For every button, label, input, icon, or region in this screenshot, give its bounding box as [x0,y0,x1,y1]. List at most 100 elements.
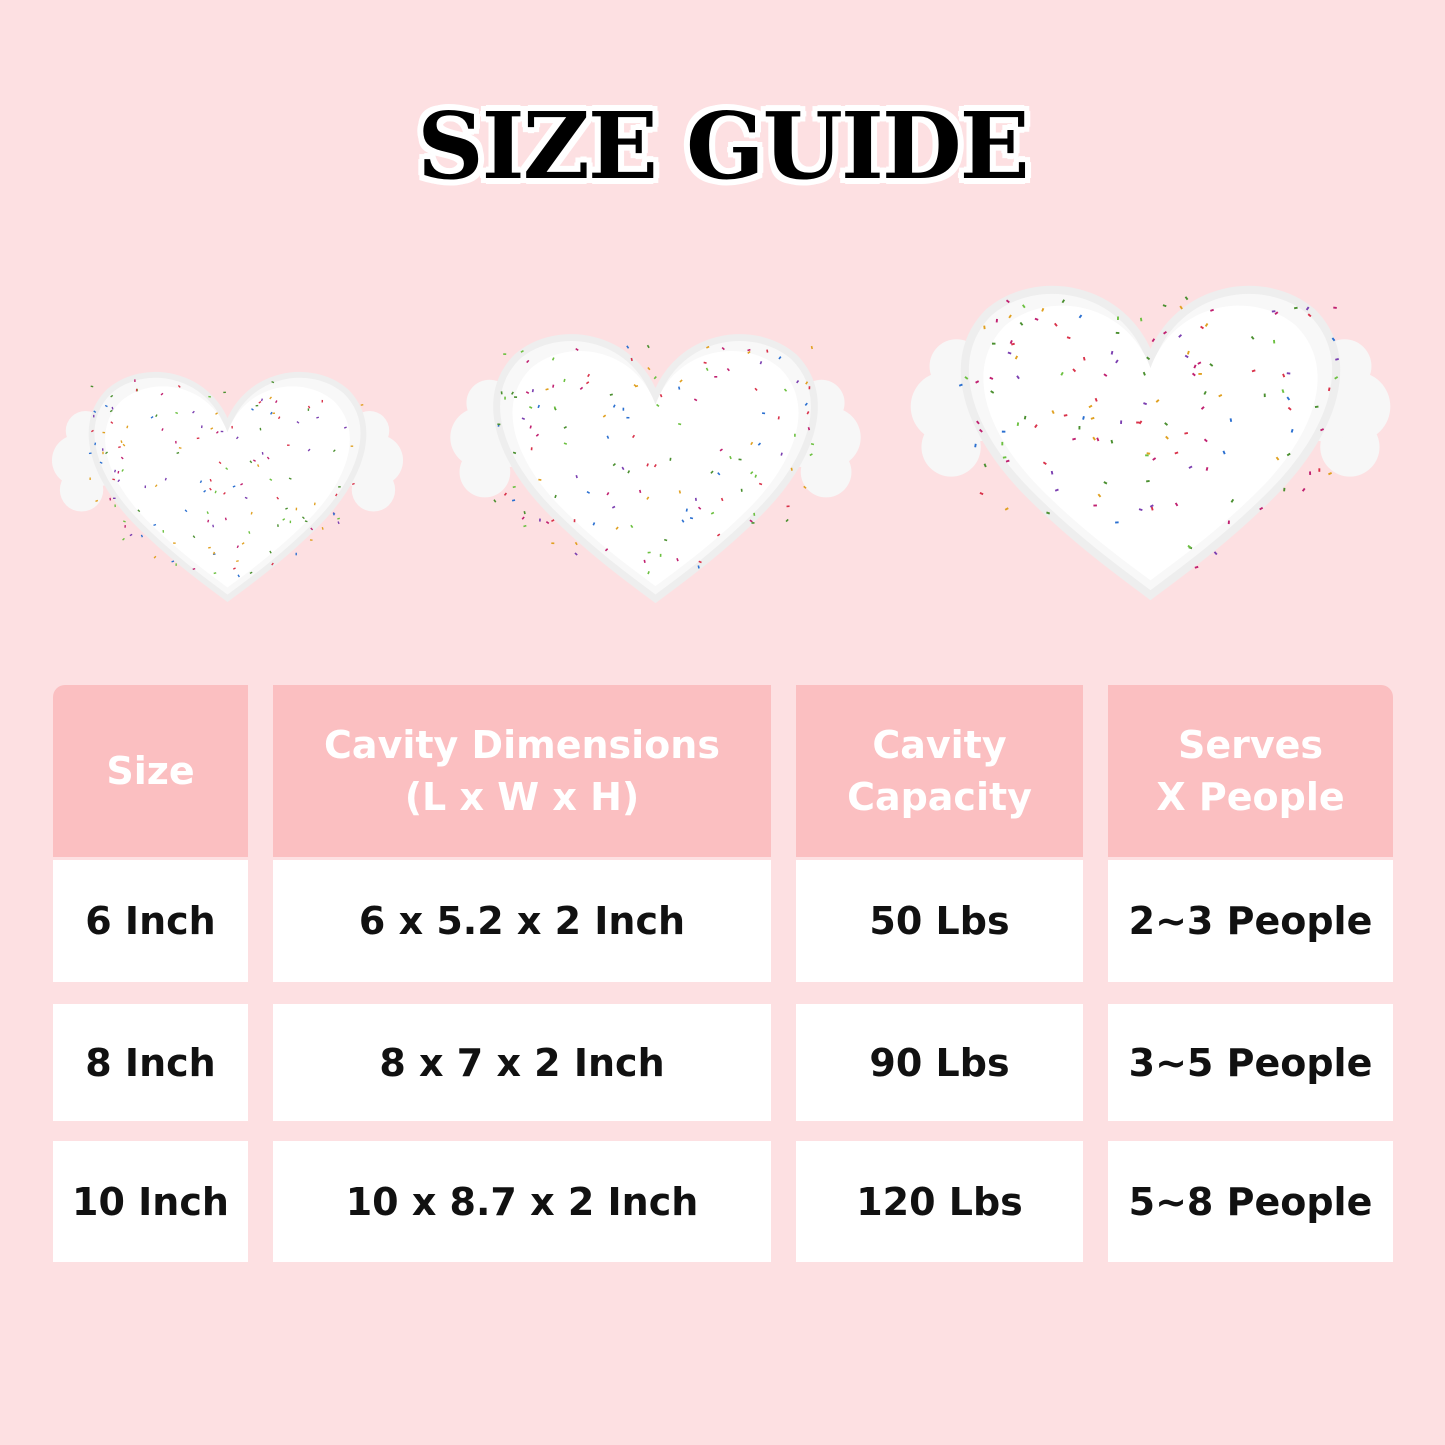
sprinkle-dot [124,525,126,528]
sprinkle-dot [1138,508,1143,512]
sprinkle-dot [714,375,718,378]
sprinkle-dot [503,492,508,496]
sprinkle-dot [1178,334,1183,338]
sprinkle-dot [497,423,501,426]
sprinkle-dot [753,512,756,516]
sprinkle-dot [241,542,245,545]
sprinkle-dot [1150,506,1154,511]
header-label: Cavity Dimensions (L x W x H) [324,723,720,819]
sprinkle-dot [511,499,516,502]
sprinkle-dot [192,535,196,539]
sprinkle-dot [113,497,116,500]
sprinkle-dot [112,478,116,481]
sprinkle-dot [210,427,214,430]
sprinkle-dot [253,459,256,462]
sprinkle-dot [338,486,341,488]
sprinkle-dot [269,478,273,481]
header-label: Size [106,749,195,793]
sprinkle-dot [563,378,566,383]
sprinkle-dot [1327,387,1331,392]
sprinkle-dot [236,545,239,549]
sprinkle-dot [1115,331,1120,334]
sprinkle-dot [804,402,808,406]
sprinkle-dot [806,411,810,415]
sprinkle-dot [1194,565,1199,569]
sprinkle-dot [321,399,324,403]
sprinkle-dot [626,345,630,349]
sprinkle-dot [729,455,732,460]
sprinkle-dot [574,541,578,546]
sprinkle-dot [260,398,264,402]
sprinkle-dot [109,497,112,501]
sprinkle-dot [604,548,609,552]
sprinkle-dot [585,381,590,385]
sprinkle-dot [609,393,613,396]
sprinkle-dot [150,415,154,419]
sprinkle-dot [1293,306,1298,310]
sprinkle-dot [979,491,984,496]
sprinkle-dot [1072,437,1077,441]
sprinkle-dot [237,574,240,578]
sprinkle-dot [1008,314,1012,319]
sprinkle-dot [529,425,532,429]
sprinkle-dot [1001,430,1006,433]
sprinkle-dot [1179,305,1183,310]
sprinkle-dot [120,440,123,444]
sprinkle-dot [154,484,158,488]
sprinkle-dot [1213,551,1218,556]
sprinkle-dot [137,509,141,513]
sprinkle-dot [1162,304,1167,308]
sprinkle-dot [551,542,555,545]
sprinkle-dot [958,383,963,387]
sprinkle-dot [553,406,556,410]
sprinkle-dot [991,342,996,345]
sprinkle-dot [1200,325,1205,330]
sprinkle-dot [808,386,811,390]
sprinkle-dot [277,416,281,420]
sprinkle-dot [235,436,239,440]
sprinkle-dot [224,517,227,521]
sprinkle-dot [545,521,550,525]
sprinkle-dot [184,509,188,513]
sprinkle-dot [1011,342,1015,346]
sprinkle-dot [244,496,248,500]
sprinkle-dot [530,447,533,451]
sprinkle-dot [643,559,646,563]
sprinkle-dot [1001,441,1004,446]
sprinkle-dot [697,506,702,510]
sprinkle-dot [1200,406,1205,410]
sprinkle-dot [94,442,97,446]
sprinkle-dot [105,451,108,455]
sprinkle-dot [223,391,226,394]
sprinkle-dot [538,478,542,481]
sprinkle-dot [627,470,631,474]
cell-cavity-dimensions-row-3: 10 x 8.7 x 2 Inch [273,1141,771,1262]
sprinkle-dot [301,516,305,520]
cell-value: 10 Inch [72,1179,229,1224]
header-label: Cavity Capacity [847,723,1032,819]
sprinkle-dot [1250,335,1255,340]
sprinkle-dot [807,427,811,431]
sprinkle-dot [761,412,766,415]
sprinkle-dot [1274,311,1279,316]
sprinkle-dot [121,469,124,472]
sprinkle-dot [1331,337,1336,342]
cell-cavity-capacity-row-3: 120 Lbs [796,1141,1083,1262]
cell-value: 6 Inch [85,899,216,943]
sprinkle-dot [611,505,616,509]
sprinkle-dot [321,527,324,530]
sprinkle-dot [632,434,636,439]
sprinkle-dot [976,420,980,425]
sprinkle-dot [1088,404,1093,409]
sprinkle-dot [646,344,650,349]
sprinkle-dot [1009,339,1013,344]
sprinkle-dot [575,347,579,351]
sprinkle-dot [118,446,121,449]
sprinkle-dot [726,367,730,372]
sprinkle-dot [777,416,780,420]
sprinkle-dot [523,510,526,515]
sprinkle-dot [250,511,253,515]
sprinkle-dot [1014,355,1019,360]
sprinkle-dot [975,380,980,384]
cell-value: 90 Lbs [869,1040,1010,1085]
